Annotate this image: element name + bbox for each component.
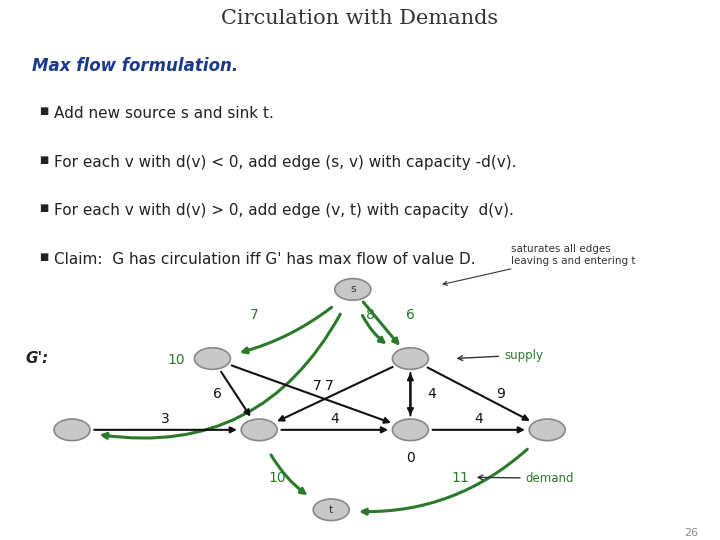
Text: 3: 3: [161, 412, 170, 426]
Text: Claim:  G has circulation iff G' has max flow of value D.: Claim: G has circulation iff G' has max …: [54, 252, 476, 267]
Text: 4: 4: [330, 412, 339, 426]
Circle shape: [529, 419, 565, 441]
Text: 4: 4: [428, 387, 436, 401]
Circle shape: [392, 419, 428, 441]
Text: t: t: [329, 505, 333, 515]
Text: supply: supply: [458, 348, 543, 362]
Text: 7: 7: [325, 379, 334, 393]
Text: 11: 11: [452, 471, 469, 485]
Text: 10: 10: [168, 353, 185, 367]
Text: ■: ■: [40, 203, 49, 213]
Text: Add new source s and sink t.: Add new source s and sink t.: [54, 106, 274, 121]
Circle shape: [241, 419, 277, 441]
Text: saturates all edges
leaving s and entering t: saturates all edges leaving s and enteri…: [443, 244, 636, 285]
Text: G':: G':: [25, 351, 48, 366]
Text: 8: 8: [366, 308, 375, 322]
Text: 26: 26: [684, 528, 698, 538]
Text: Circulation with Demands: Circulation with Demands: [222, 9, 498, 28]
Circle shape: [335, 279, 371, 300]
Text: Max flow formulation.: Max flow formulation.: [32, 57, 238, 75]
Text: 9: 9: [496, 387, 505, 401]
Text: 6: 6: [213, 387, 222, 401]
Circle shape: [313, 499, 349, 521]
Text: 4: 4: [474, 412, 483, 426]
Circle shape: [194, 348, 230, 369]
Text: ■: ■: [40, 106, 49, 116]
Text: 7: 7: [312, 379, 321, 393]
Circle shape: [392, 348, 428, 369]
Text: s: s: [350, 285, 356, 294]
Text: 10: 10: [269, 471, 286, 485]
Text: 7: 7: [249, 308, 258, 322]
Text: ■: ■: [40, 252, 49, 262]
Text: 6: 6: [406, 308, 415, 322]
Circle shape: [54, 419, 90, 441]
Text: 0: 0: [406, 451, 415, 465]
Text: For each v with d(v) > 0, add edge (v, t) with capacity  d(v).: For each v with d(v) > 0, add edge (v, t…: [54, 203, 514, 218]
Text: For each v with d(v) < 0, add edge (s, v) with capacity -d(v).: For each v with d(v) < 0, add edge (s, v…: [54, 154, 516, 170]
Text: demand: demand: [478, 471, 574, 485]
Text: ■: ■: [40, 154, 49, 165]
